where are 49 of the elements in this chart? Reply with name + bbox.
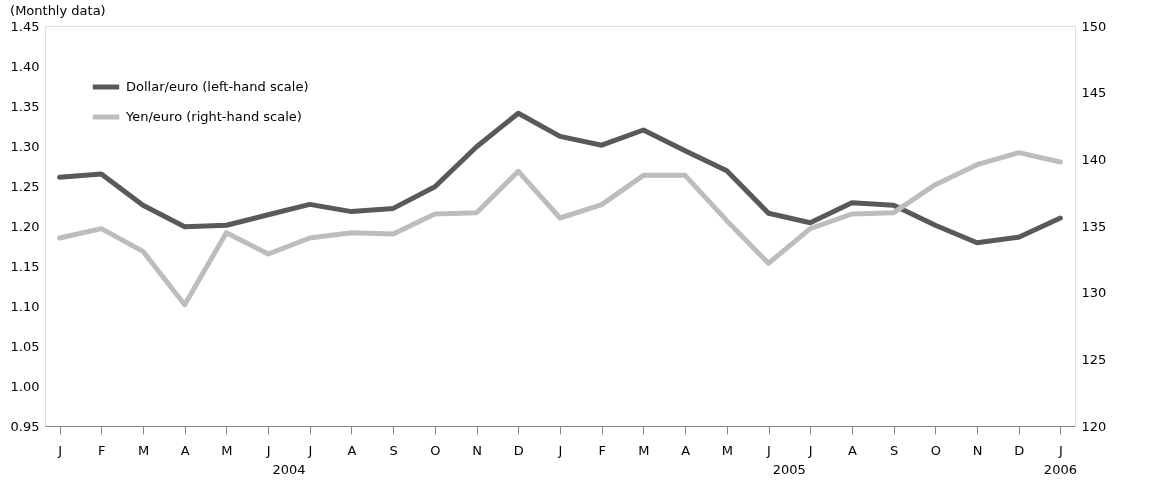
text: 2006 xyxy=(1043,462,1077,477)
x-tick-label: N xyxy=(972,442,983,458)
y-tick-label: 1.40 xyxy=(10,58,40,74)
y2-tick-label: 140 xyxy=(1081,151,1107,167)
x-tick-label: F xyxy=(98,442,106,458)
x-tick-label: J xyxy=(307,442,313,458)
y-tick-label: 1.25 xyxy=(10,178,40,194)
x-tick-label: N xyxy=(472,442,482,458)
y-tick-label: 1.15 xyxy=(10,258,40,274)
x-tick-label: A xyxy=(347,442,357,458)
y-tick-label: 1.05 xyxy=(10,338,40,354)
legend-label: Dollar/euro (left-hand scale) xyxy=(126,79,309,94)
x-tick-label: F xyxy=(598,442,606,458)
x-tick-label: D xyxy=(513,442,524,458)
x-tick-label: J xyxy=(57,442,63,458)
text: 2005 xyxy=(772,462,806,477)
y2-tick-label: 135 xyxy=(1081,218,1107,234)
y-tick-label: 0.95 xyxy=(10,418,40,434)
x-tick-label: M xyxy=(137,442,150,458)
x-tick-label: M xyxy=(638,442,650,458)
x-tick-label: A xyxy=(180,442,190,458)
y2-tick-label: 120 xyxy=(1081,418,1107,434)
x-tick-label: A xyxy=(847,442,857,458)
x-tick-label: J xyxy=(1057,442,1063,458)
x-tick-label: J xyxy=(557,442,563,458)
x-tick-label: S xyxy=(389,442,398,458)
y-tick-label: 1.00 xyxy=(10,378,40,394)
text: 2004 xyxy=(272,462,306,477)
y2-tick-label: 125 xyxy=(1081,351,1107,367)
x-tick-label: M xyxy=(721,442,733,458)
x-tick-label: O xyxy=(930,442,941,458)
y2-tick-label: 130 xyxy=(1081,285,1107,301)
x-tick-label: S xyxy=(889,442,899,458)
x-tick-label: J xyxy=(265,442,271,458)
x-tick-label: M xyxy=(221,442,233,458)
x-tick-label: A xyxy=(681,442,691,458)
y-tick-label: 1.10 xyxy=(10,298,40,314)
x-tick-label: D xyxy=(1014,442,1025,458)
x-tick-label: J xyxy=(807,442,813,458)
y-tick-label: 1.45 xyxy=(10,18,40,34)
legend-label: Yen/euro (right-hand scale) xyxy=(125,109,302,124)
y-tick-label: 1.35 xyxy=(10,98,40,114)
x-tick-label: J xyxy=(766,442,771,458)
y-tick-label: 1.30 xyxy=(10,138,40,154)
chart-subtitle: (Monthly data) xyxy=(10,3,106,18)
y2-tick-label: 145 xyxy=(1081,85,1107,101)
y2-tick-label: 150 xyxy=(1081,18,1107,34)
x-tick-label: O xyxy=(430,442,441,458)
y-tick-label: 1.20 xyxy=(10,218,40,234)
